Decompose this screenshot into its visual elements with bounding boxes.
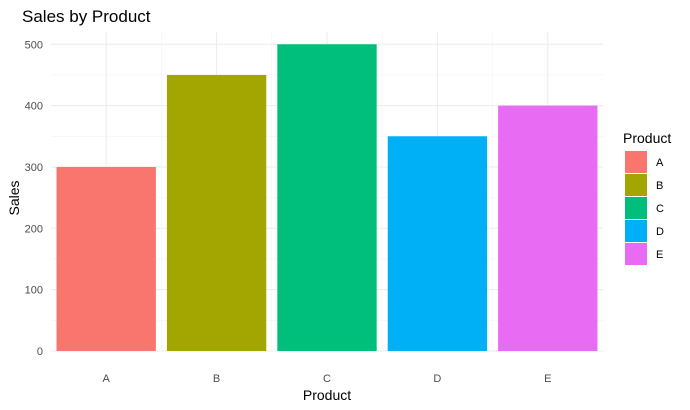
bar-b [166,74,267,351]
y-axis-title: Sales [6,180,22,215]
chart-title: Sales by Product [22,7,151,26]
x-tick-label: D [433,373,441,385]
legend-label: A [656,157,664,169]
x-axis-ticks: A B C D E [103,373,552,385]
legend-key-d [625,220,647,242]
legend-title: Product [623,130,671,146]
y-tick-label: 400 [25,101,43,113]
y-tick-label: 200 [25,223,43,235]
y-tick-label: 300 [25,162,43,174]
x-tick-label: C [323,373,331,385]
legend-label: B [656,180,663,192]
legend-label: C [656,203,664,215]
legend-label: E [656,249,663,261]
x-tick-label: A [103,373,111,385]
y-tick-label: 500 [25,39,43,51]
legend-key-e [625,243,647,265]
y-tick-label: 100 [25,285,43,297]
y-axis-ticks: 0 100 200 300 400 500 [25,39,43,358]
x-tick-label: B [213,373,220,385]
bar-e [498,105,598,351]
legend-key-a [625,151,647,173]
bar-a [56,166,156,351]
legend-key-c [625,197,647,219]
x-axis-title: Product [303,387,351,403]
bar-c [277,44,377,352]
bars [56,44,598,352]
legend-label: D [656,226,664,238]
bar-d [387,136,488,351]
x-tick-label: E [544,373,551,385]
y-tick-label: 0 [37,346,43,358]
legend-key-b [625,174,647,196]
